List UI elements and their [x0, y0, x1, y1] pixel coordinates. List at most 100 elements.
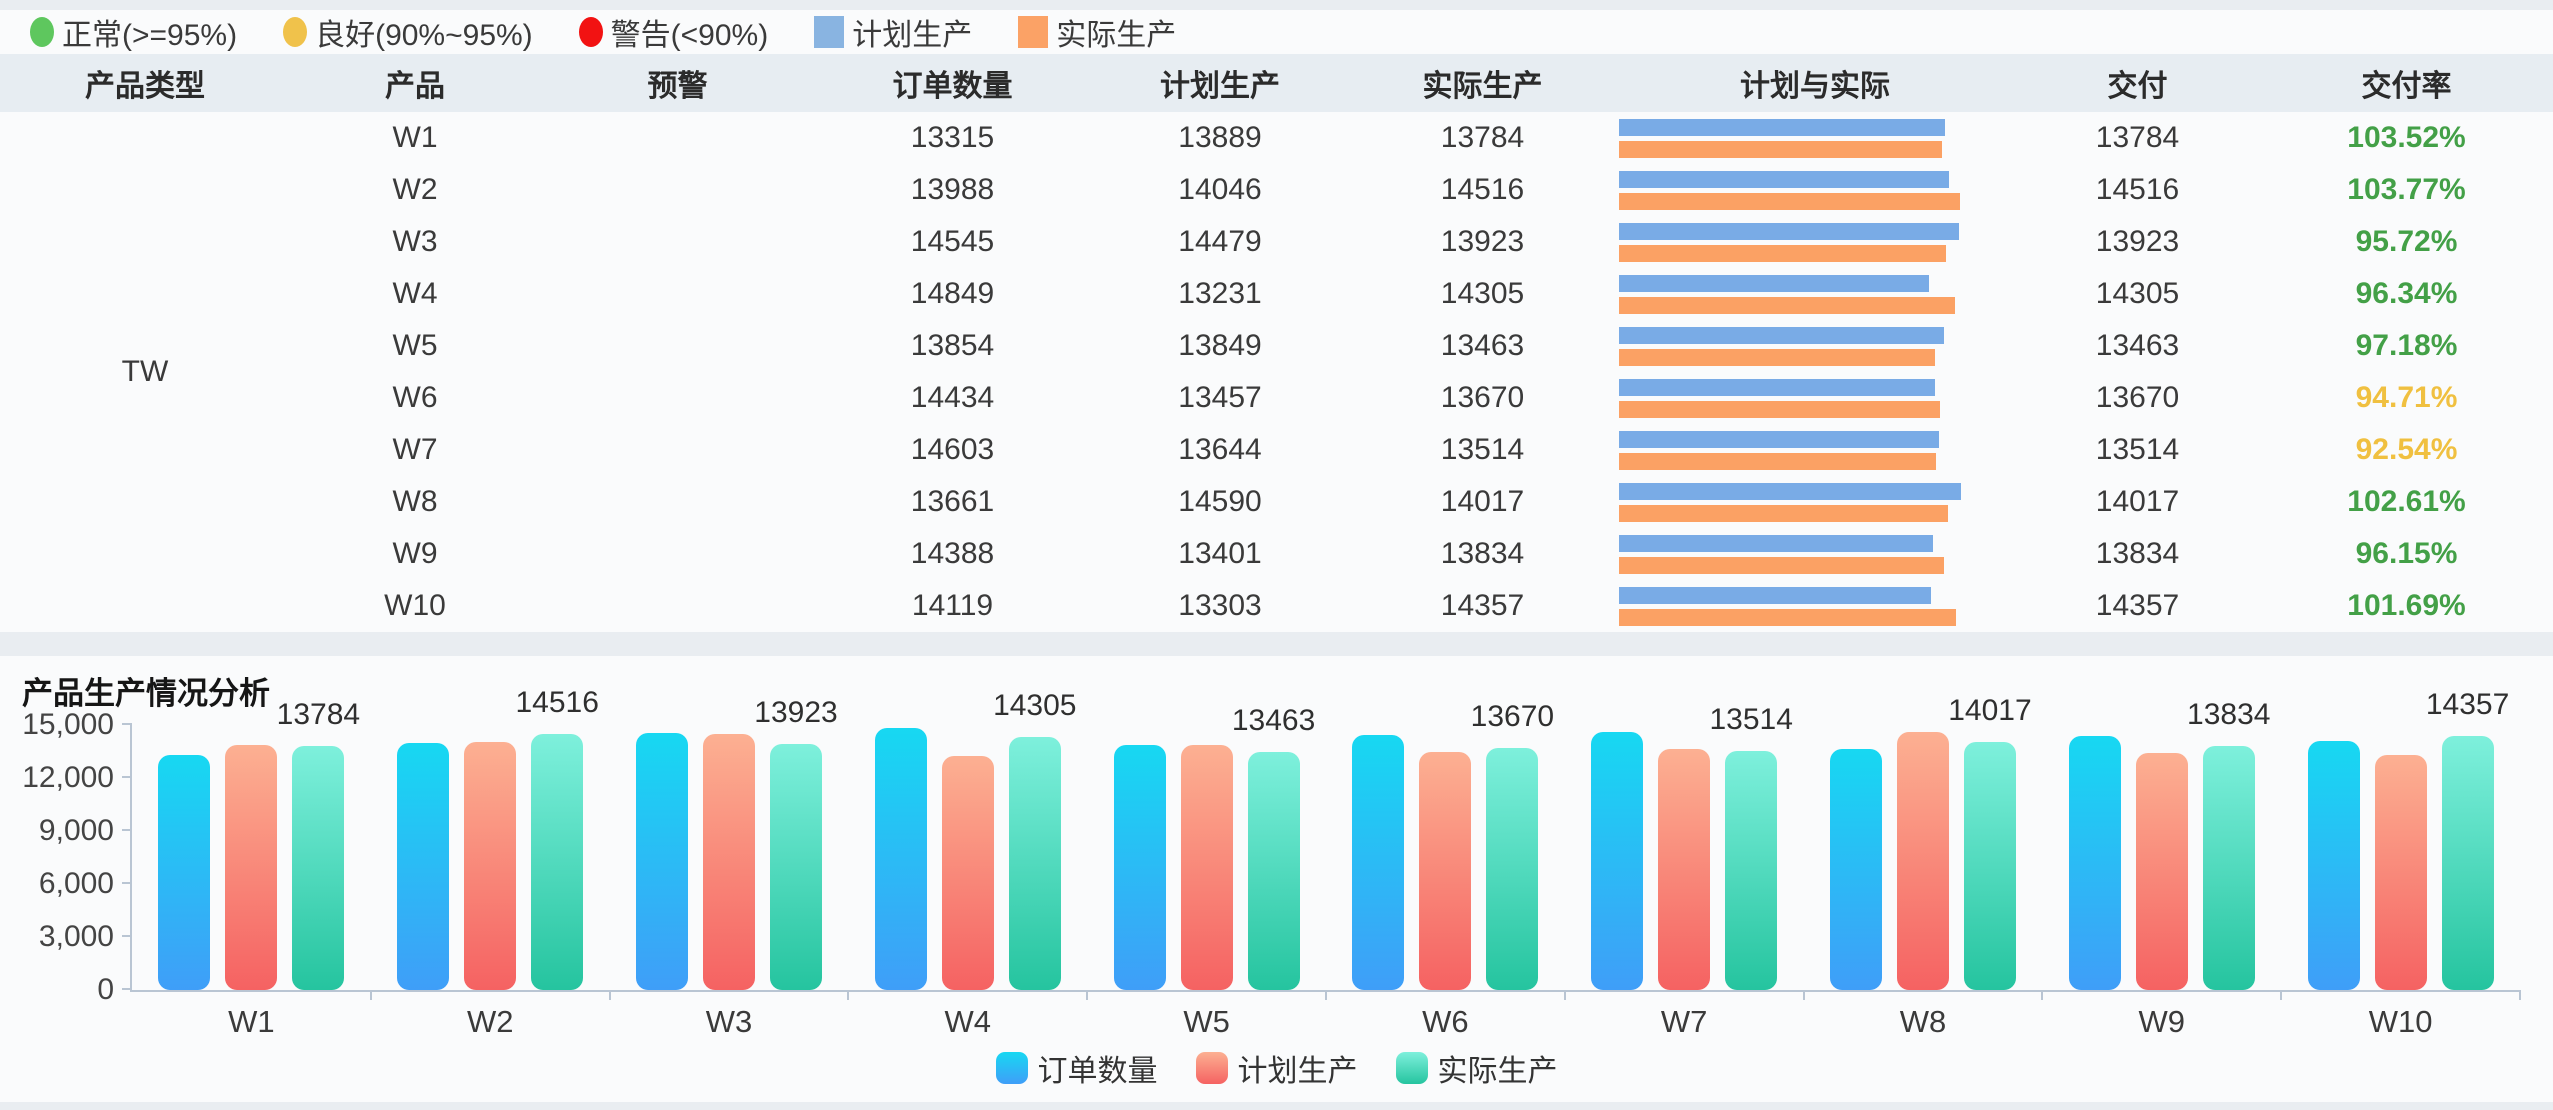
chart-legend-item[interactable]: 订单数量: [995, 1046, 1158, 1090]
actual-cell: 13514: [1440, 433, 1525, 466]
table-row: W8 13661 14590 14017 14017 102.61%: [290, 476, 2553, 528]
delivery-cell: 14516: [2095, 173, 2180, 206]
y-axis-tick: [122, 935, 132, 937]
chart-bar[interactable]: [2202, 746, 2255, 990]
chart-bar[interactable]: [1419, 752, 1472, 990]
chart-bar-group: 14516 W2: [371, 686, 610, 1039]
planned-minibar: [1619, 586, 1931, 604]
status-dot-icon: [578, 17, 603, 47]
status-dot-icon: [283, 17, 308, 47]
actual-cell: 13834: [1440, 537, 1525, 570]
bar-value-label: 13923: [754, 696, 838, 729]
plan-vs-actual-cell: [1615, 170, 2015, 210]
delivery-cell: 14357: [2095, 589, 2180, 622]
chart-bar[interactable]: [2068, 736, 2121, 990]
rate-cell: 95.72%: [2355, 225, 2458, 258]
table-row: W4 14849 13231 14305 14305 96.34%: [290, 268, 2553, 320]
chart-bar[interactable]: [2374, 755, 2427, 990]
y-axis-tick: [122, 882, 132, 884]
bar-value-label: 14017: [1948, 694, 2032, 727]
series-swatch-icon: [814, 16, 845, 48]
legend-item: 计划生产: [814, 10, 972, 54]
actual-cell: 14357: [1440, 589, 1525, 622]
order-cell: 14119: [911, 589, 994, 622]
x-axis-tick: [608, 990, 611, 1000]
chart-legend-item[interactable]: 计划生产: [1195, 1046, 1358, 1090]
x-axis-label: W9: [2138, 1004, 2186, 1039]
legend-item: 实际生产: [1018, 10, 1176, 54]
legend-item-label: 实际生产: [1056, 19, 1177, 52]
chart-bar[interactable]: [1008, 737, 1061, 990]
chart-bar[interactable]: [1658, 749, 1711, 990]
chart-bar[interactable]: [1829, 749, 1882, 990]
chart-bar[interactable]: [397, 743, 450, 990]
chart-legend-item[interactable]: 实际生产: [1395, 1046, 1558, 1090]
chart-bar[interactable]: [1591, 732, 1644, 990]
bar-value-label: 14305: [993, 689, 1077, 722]
chart-bar[interactable]: [635, 733, 688, 990]
chart-bar-group: 13463 W5: [1087, 704, 1326, 1039]
chart-legend-label: 计划生产: [1237, 1055, 1358, 1088]
series-swatch-icon: [1395, 1052, 1428, 1084]
rate-cell: 103.52%: [2347, 121, 2466, 154]
order-cell: 14434: [910, 381, 995, 414]
chart-bar[interactable]: [1963, 742, 2016, 990]
chart-bar[interactable]: [1486, 748, 1539, 990]
actual-minibar: [1619, 244, 1946, 262]
plan-vs-actual-cell: [1615, 482, 2015, 522]
production-chart-card: 产品生产情况分析 0 3,000 6,000 9,000 12,000 15,000 137…: [0, 656, 2553, 1102]
delivery-cell: 13670: [2095, 381, 2180, 414]
chart-bar-group: 14305 W4: [848, 689, 1087, 1039]
planned-cell: 13457: [1178, 381, 1262, 414]
chart-bar[interactable]: [1896, 732, 1949, 990]
table-row: W10 14119 13303 14357 14357 101.69%: [290, 580, 2553, 632]
y-axis-tick: [122, 776, 132, 778]
chart-bar[interactable]: [1725, 751, 1778, 990]
chart-bar[interactable]: [1180, 745, 1233, 990]
x-axis-label: W8: [1899, 1004, 1947, 1039]
chart-bar[interactable]: [2441, 736, 2494, 990]
chart-legend-label: 订单数量: [1037, 1055, 1158, 1088]
table-row: W5 13854 13849 13463 13463 97.18%: [290, 320, 2553, 372]
product-cell: W6: [392, 381, 438, 414]
actual-minibar: [1619, 296, 1955, 314]
chart-bar[interactable]: [1247, 752, 1300, 990]
chart-bar[interactable]: [1352, 735, 1405, 990]
chart-bar-group: 14017 W8: [1804, 694, 2043, 1039]
chart-bar[interactable]: [225, 745, 278, 990]
chart-bar[interactable]: [702, 734, 755, 990]
legend-item-label: 良好(90%~95%): [315, 19, 533, 52]
y-axis-tick: [122, 988, 132, 990]
plan-vs-actual-cell: [1615, 430, 2015, 470]
table-body: TW W1 13315 13889 13784 13784 103.52% W2 13988 1…: [0, 112, 2553, 632]
actual-minibar: [1619, 556, 1944, 574]
chart-bar[interactable]: [941, 756, 994, 990]
planned-minibar: [1619, 534, 1933, 552]
table-row: W2 13988 14046 14516 14516 103.77%: [290, 164, 2553, 216]
plan-vs-actual-cell: [1615, 118, 2015, 158]
chart-bar[interactable]: [2135, 753, 2188, 990]
actual-cell: 13463: [1440, 329, 1525, 362]
chart-bar[interactable]: [2307, 741, 2360, 990]
order-cell: 14603: [910, 433, 995, 466]
chart-bar[interactable]: [464, 742, 517, 990]
planned-minibar: [1619, 274, 1929, 292]
chart-bar[interactable]: [158, 755, 211, 990]
bar-value-label: 13670: [1470, 700, 1555, 733]
table-header-cell: 订单数量: [892, 70, 1013, 103]
product-cell: W9: [392, 537, 438, 570]
product-cell: W10: [384, 589, 446, 622]
planned-minibar: [1619, 118, 1945, 136]
planned-cell: 13644: [1178, 433, 1262, 466]
chart-bar-group: 13514 W7: [1565, 703, 1804, 1039]
chart-legend-label: 实际生产: [1437, 1055, 1558, 1088]
bar-value-label: 13463: [1231, 704, 1316, 737]
chart-bar[interactable]: [531, 734, 584, 990]
chart-bar[interactable]: [874, 728, 927, 990]
x-axis-tick: [1086, 990, 1089, 1000]
chart-bar[interactable]: [769, 744, 822, 990]
chart-bar[interactable]: [1113, 745, 1166, 990]
production-table: 产品类型 产品 预警 订单数量 计划生产 实际生产 计划与实际 交付 交付率 TW W1 1331…: [0, 54, 2553, 632]
chart-bar[interactable]: [292, 746, 345, 990]
x-axis-tick: [2280, 990, 2283, 1000]
